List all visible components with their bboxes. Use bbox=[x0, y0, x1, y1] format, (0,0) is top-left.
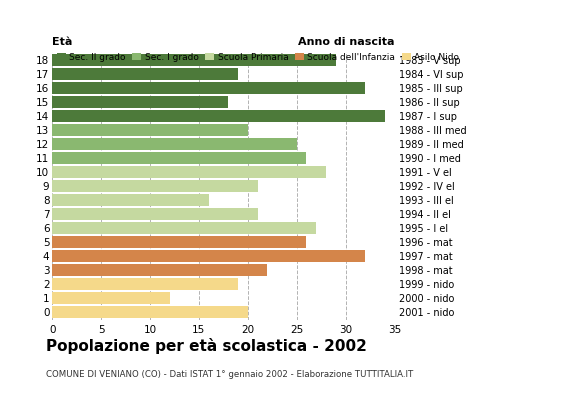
Bar bbox=[52, 208, 258, 220]
Bar bbox=[52, 110, 385, 122]
Text: Popolazione per età scolastica - 2002: Popolazione per età scolastica - 2002 bbox=[46, 338, 367, 354]
Bar bbox=[52, 250, 365, 262]
Bar bbox=[52, 278, 238, 290]
Bar bbox=[52, 236, 306, 248]
Legend: Sec. II grado, Sec. I grado, Scuola Primaria, Scuola dell'Infanzia, Asilo Nido: Sec. II grado, Sec. I grado, Scuola Prim… bbox=[57, 52, 459, 62]
Text: COMUNE DI VENIANO (CO) - Dati ISTAT 1° gennaio 2002 - Elaborazione TUTTITALIA.IT: COMUNE DI VENIANO (CO) - Dati ISTAT 1° g… bbox=[46, 370, 414, 379]
Bar bbox=[52, 306, 248, 318]
Text: Anno di nascita: Anno di nascita bbox=[298, 37, 394, 47]
Bar bbox=[52, 152, 306, 164]
Text: Età: Età bbox=[52, 37, 72, 47]
Bar bbox=[52, 180, 258, 192]
Bar bbox=[52, 138, 296, 150]
Bar bbox=[52, 222, 316, 234]
Bar bbox=[52, 166, 326, 178]
Bar bbox=[52, 96, 228, 108]
Bar bbox=[52, 68, 238, 80]
Bar bbox=[52, 54, 336, 66]
Bar bbox=[52, 292, 169, 304]
Bar bbox=[52, 264, 267, 276]
Bar bbox=[52, 124, 248, 136]
Bar bbox=[52, 82, 365, 94]
Bar bbox=[52, 194, 209, 206]
